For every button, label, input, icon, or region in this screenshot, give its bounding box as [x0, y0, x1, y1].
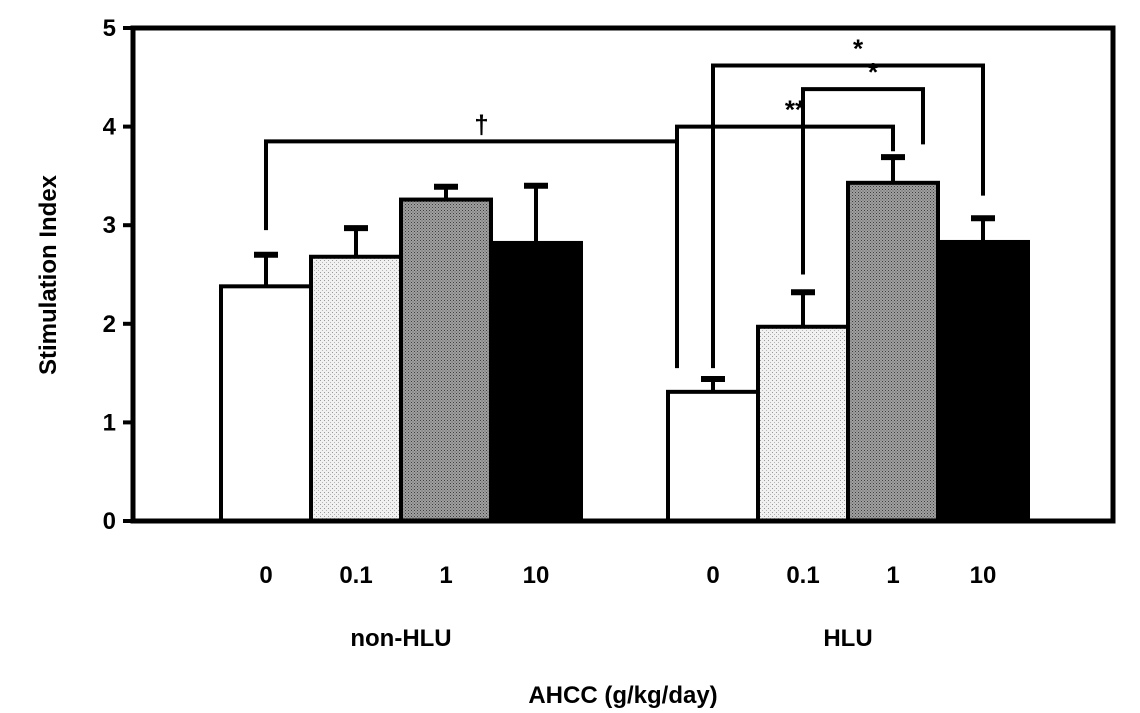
x-tick-label: 0.1 — [339, 562, 372, 589]
x-tick-label: 10 — [970, 562, 997, 589]
y-tick-label: 1 — [103, 409, 116, 436]
significance-bracket — [675, 124, 895, 369]
group-label: non-HLU — [350, 625, 451, 652]
bar-hlu-0 — [666, 389, 760, 524]
y-tick-label: 2 — [103, 311, 116, 338]
y-tick-label: 4 — [103, 114, 117, 141]
significance-label: † — [474, 109, 488, 139]
x-tick-label: 1 — [886, 562, 899, 589]
significance-bracket — [711, 63, 985, 369]
bar-non-hlu-0 — [219, 284, 313, 523]
y-axis-title: Stimulation Index — [35, 174, 62, 375]
significance-annotations: † **** — [264, 33, 985, 369]
y-tick-label: 5 — [103, 15, 116, 42]
x-tick-label: 0 — [259, 562, 272, 589]
x-tick-label: 1 — [439, 562, 452, 589]
x-axis-title: AHCC (g/kg/day) — [528, 682, 717, 709]
bar-non-hlu-10 — [489, 240, 583, 523]
y-tick-label: 0 — [103, 508, 116, 535]
group-label: HLU — [823, 625, 872, 652]
bar-non-hlu-1 — [399, 197, 493, 523]
significance-label: * — [853, 33, 864, 63]
significance-bracket — [801, 87, 925, 275]
x-tick-label: 0.1 — [786, 562, 819, 589]
x-tick-label: 10 — [523, 562, 550, 589]
bar-non-hlu-0.1 — [309, 254, 403, 523]
y-tick-label: 3 — [103, 212, 116, 239]
bar-hlu-1 — [846, 180, 940, 523]
plot-frame — [130, 25, 1116, 524]
axes: 0 0.1 1 10 non-HLU 0 0.1 1 10 HLU 0 1 2 3 4 5 — [103, 15, 1116, 652]
significance-label: * — [868, 57, 879, 87]
x-tick-label: 0 — [706, 562, 719, 589]
significance-label: ** — [785, 95, 806, 125]
bar-hlu-10 — [936, 239, 1030, 523]
bars — [219, 154, 1030, 524]
bar-hlu-0.1 — [756, 324, 850, 523]
